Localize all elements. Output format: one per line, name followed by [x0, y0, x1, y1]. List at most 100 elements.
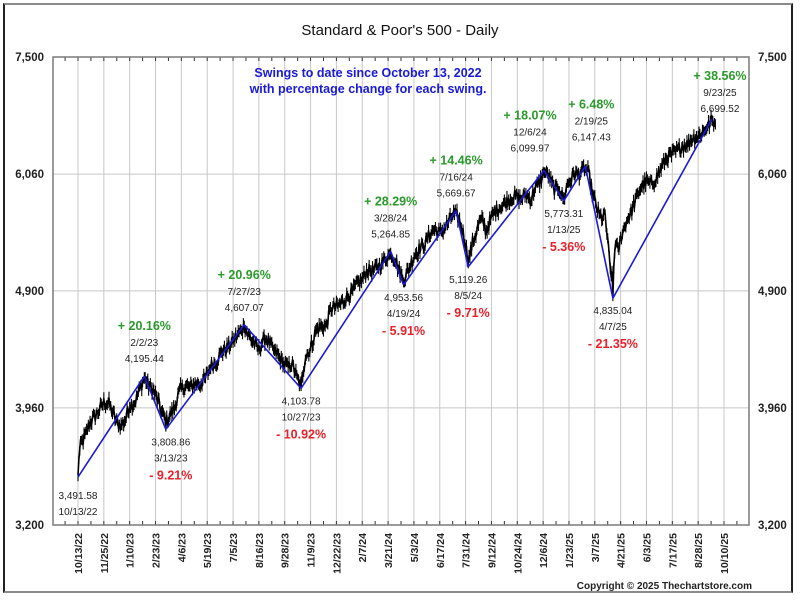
swing-segment: [389, 251, 405, 286]
swing-pct-down: - 5.36%: [542, 240, 585, 254]
swing-segment: [563, 165, 587, 202]
x-tick-label: 6/3/25: [641, 533, 653, 562]
x-tick-label: 3/7/25: [590, 533, 602, 562]
x-tick-label: 9/28/23: [280, 533, 292, 568]
swing-date-label: 10/13/22: [59, 507, 98, 518]
x-tick-label: 2/23/23: [151, 533, 163, 568]
x-tick-label: 1/23/25: [564, 533, 576, 568]
y-tick-label-right: 3,960: [758, 403, 787, 415]
swing-value-label: 4,103.78: [282, 396, 321, 407]
x-tick-label: 10/24/24: [512, 533, 524, 574]
swing-value-label: 5,773.31: [544, 209, 583, 220]
swing-segment: [77, 375, 145, 478]
y-tick-label-left: 7,500: [15, 52, 44, 64]
chart-frame: [3, 3, 793, 593]
x-tick-label: 7/31/24: [461, 533, 473, 568]
swing-pct-up: + 14.46%: [430, 154, 483, 168]
swing-pct-up: + 18.07%: [503, 109, 556, 123]
swing-date-label: 9/23/25: [703, 88, 737, 99]
swing-date-label: 10/27/23: [282, 412, 321, 423]
swing-value-label: 4,953.56: [384, 293, 423, 304]
swing-value-label: 6,099.97: [511, 144, 550, 155]
x-tick-label: 7/17/25: [667, 533, 679, 568]
swing-segment: [455, 210, 469, 268]
swing-value-label: 3,491.58: [59, 491, 98, 502]
swing-segment: [467, 170, 545, 268]
y-tick-label-right: 3,200: [758, 520, 787, 532]
swing-segment: [402, 210, 457, 286]
x-tick-label: 5/19/23: [202, 533, 214, 568]
swing-pct-down: - 21.35%: [588, 337, 638, 351]
swing-date-label: 12/6/24: [513, 128, 547, 139]
y-tick-label-right: 6,060: [758, 169, 787, 181]
annotation-line-1: Swings to date since October 13, 2022: [254, 66, 481, 80]
swing-value-label: 5,264.85: [371, 229, 410, 240]
swing-pct-up: + 38.56%: [693, 69, 746, 83]
swing-pct-down: - 9.21%: [149, 468, 192, 482]
x-tick-label: 1/10/23: [125, 533, 137, 568]
x-tick-label: 10/13/22: [73, 533, 85, 574]
swing-segment: [143, 375, 167, 430]
swing-pct-down: - 9.71%: [447, 306, 490, 320]
swing-pct-up: + 20.96%: [218, 268, 271, 282]
swing-pct-down: - 10.92%: [276, 427, 326, 441]
annotation-line-2: with percentage change for each swing.: [249, 82, 487, 96]
x-tick-label: 3/21/24: [383, 533, 395, 568]
swing-line: [77, 118, 713, 478]
swing-date-label: 1/13/25: [547, 225, 581, 236]
plot-area-border: [52, 56, 750, 526]
swing-date-label: 3/13/23: [154, 453, 188, 464]
swing-date-label: 7/16/24: [439, 173, 473, 184]
swing-date-label: 2/19/25: [575, 116, 609, 127]
swing-segment: [300, 250, 392, 389]
swing-date-label: 2/2/23: [130, 338, 158, 349]
grid-lines: [53, 57, 749, 525]
x-tick-label: 2/7/24: [357, 533, 369, 562]
swing-pct-up: + 20.16%: [118, 319, 171, 333]
swing-annotations: 3,491.58 10/13/22 4,195.44 2/2/23 + 20.16% 3,…: [59, 69, 747, 518]
x-tick-label: 12/6/24: [538, 533, 550, 568]
y-tick-label-right: 7,500: [758, 52, 787, 64]
swing-value-label: 4,195.44: [125, 354, 164, 365]
x-tick-label: 8/28/25: [693, 533, 705, 568]
x-tick-label: 4/21/25: [616, 533, 628, 568]
swing-pct-up: + 28.29%: [364, 194, 417, 208]
swing-segment: [165, 324, 245, 430]
swing-value-label: 3,808.86: [151, 437, 190, 448]
y-tick-label-right: 4,900: [758, 286, 787, 298]
x-tick-label: 11/9/23: [306, 533, 318, 568]
y-tick-label-left: 4,900: [15, 286, 44, 298]
swing-segment: [243, 324, 302, 389]
x-axis-labels: 10/13/22 11/25/22 1/10/23 2/23/23 4/6/23 5/19…: [73, 533, 731, 574]
swing-date-label: 7/27/23: [228, 287, 262, 298]
swing-value-label: 4,835.04: [593, 306, 632, 317]
swing-pct-down: - 5.91%: [382, 324, 425, 338]
x-tick-label: 5/3/24: [409, 533, 421, 562]
chart-title: Standard & Poor's 500 - Daily: [301, 22, 499, 39]
x-tick-label: 9/12/24: [486, 533, 498, 568]
swing-value-label: 6,699.52: [700, 104, 739, 115]
x-tick-label: 4/6/23: [176, 533, 188, 562]
swing-segment: [584, 166, 614, 299]
copyright-text: Copyright © 2025 Thechartstore.com: [577, 581, 752, 592]
swing-value-label: 4,607.07: [225, 303, 264, 314]
x-tick-label: 11/25/22: [99, 533, 111, 573]
swing-value-label: 5,119.26: [449, 275, 488, 286]
y-tick-label-left: 3,960: [15, 403, 44, 415]
swing-date-label: 8/5/24: [454, 291, 482, 302]
swing-date-label: 4/19/24: [387, 309, 421, 320]
x-tick-label: 6/17/24: [435, 533, 447, 568]
x-tick-label: 8/16/23: [254, 533, 266, 568]
x-tick-label: 12/22/23: [331, 533, 343, 574]
swing-pct-up: + 6.48%: [568, 97, 614, 111]
swing-date-label: 4/7/25: [599, 322, 627, 333]
swing-date-label: 3/28/24: [374, 213, 408, 224]
y-axis-left-labels: 3,200 3,960 4,900 6,060 7,500: [15, 52, 44, 532]
swing-value-label: 5,669.67: [437, 189, 476, 200]
swing-segment: [543, 170, 565, 202]
swing-value-label: 6,147.43: [572, 132, 611, 143]
y-tick-label-left: 3,200: [15, 520, 44, 532]
x-tick-label: 7/5/23: [228, 533, 240, 562]
y-axis-right-labels: 3,200 3,960 4,900 6,060 7,500: [758, 52, 787, 532]
